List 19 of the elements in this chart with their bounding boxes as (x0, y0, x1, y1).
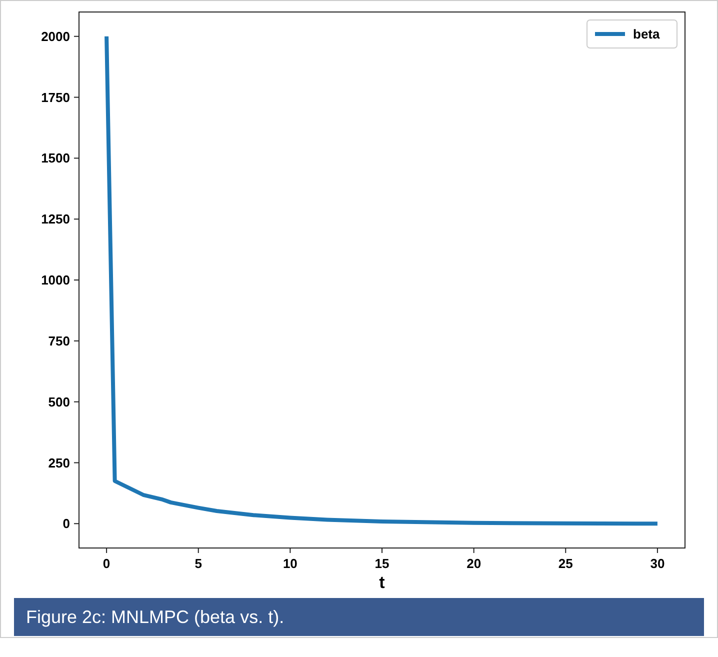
y-tick-label: 1500 (41, 150, 70, 166)
x-tick-label: 5 (194, 556, 202, 571)
caption: Figure 2c: MNLMPC (beta vs. t). (26, 607, 284, 627)
x-tick-label: 10 (282, 556, 298, 571)
y-tick-label: 500 (48, 394, 70, 410)
x-tick-label: 20 (466, 556, 482, 571)
legend-label: beta (633, 26, 660, 42)
x-tick-label: 30 (650, 556, 665, 571)
y-tick-label: 2000 (41, 28, 70, 44)
x-tick-label: 15 (374, 556, 390, 571)
x-tick-label: 25 (558, 556, 573, 571)
y-tick-label: 750 (48, 333, 70, 348)
y-tick-label: 0 (62, 516, 70, 532)
x-tick-label: 0 (102, 556, 110, 571)
y-tick-label: 1250 (41, 212, 70, 227)
y-tick-label: 250 (48, 455, 70, 470)
y-tick-label: 1000 (41, 272, 70, 288)
y-tick-label: 1750 (41, 90, 70, 105)
x-axis-title: t (379, 573, 386, 592)
